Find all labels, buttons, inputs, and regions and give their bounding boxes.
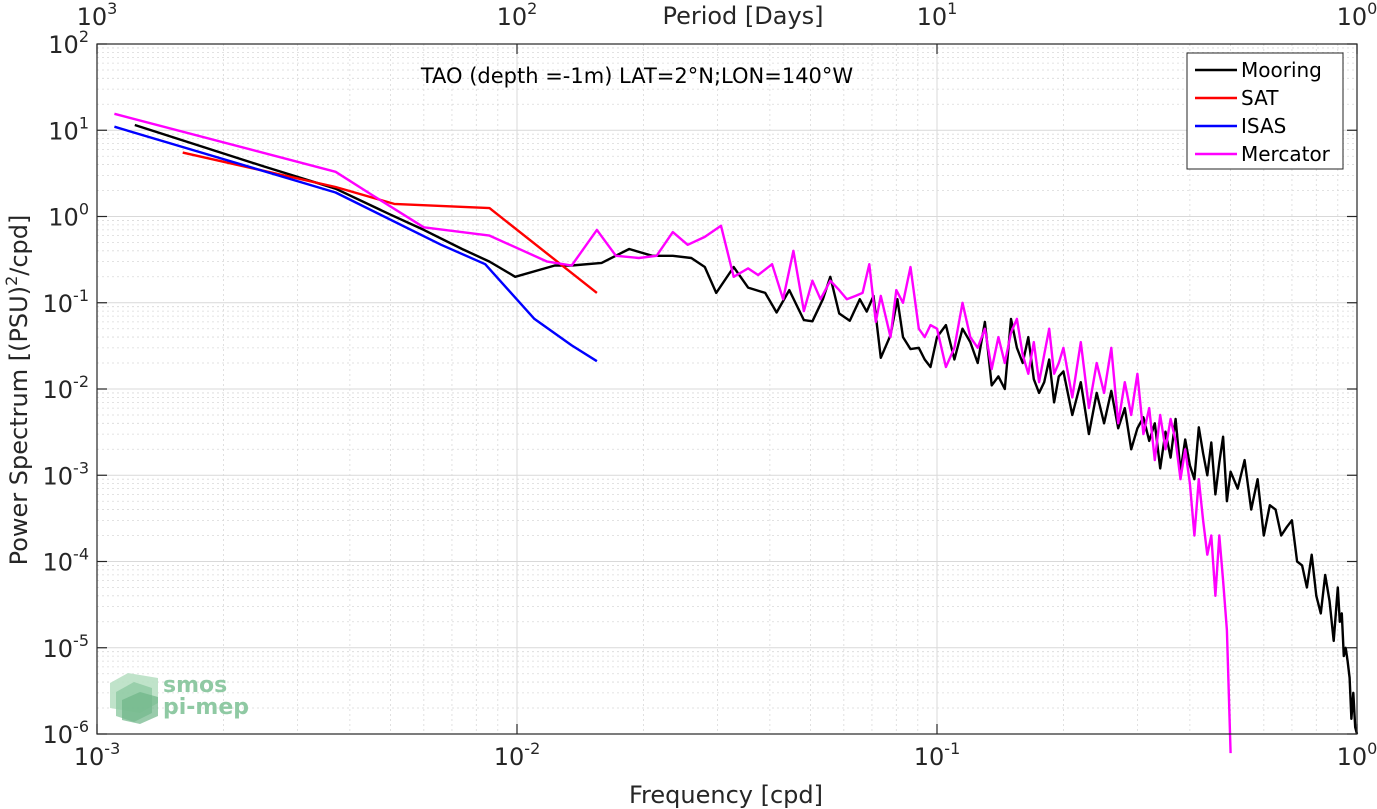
legend-label-isas: ISAS [1241,114,1286,138]
logo-mark-icon [110,673,158,724]
y-axis-label: Power Spectrum [(PSU)2/cpd] [2,215,33,566]
x-tick-label: 10-2 [494,739,541,771]
series-line-sat [182,151,598,294]
series-line-mooring [134,123,1359,735]
plot-title: TAO (depth =-1m) LAT=2°N;LON=140°W [420,64,854,88]
logo-text-smos: smos [163,673,227,698]
y-tick-label: 10-1 [43,286,90,318]
y-tick-label: 102 [48,27,89,59]
y-tick-label: 10-2 [43,372,90,404]
series-line-isas [114,125,598,363]
y-tick-label: 10-6 [43,717,90,749]
x-axis-label: Frequency [cpd] [629,781,823,809]
legend: Mooring SAT ISAS Mercator [1186,52,1344,170]
y-axis-label-sup: 2 [2,276,21,286]
x-tick-label: 10-3 [74,739,121,771]
series-line-mercator [114,112,1232,754]
y-tick-label: 101 [48,113,89,145]
top-axis-label: Period [Days] [662,2,823,30]
y-axis-label-tail: /cpd] [5,215,33,276]
logo-text-pi-mep: pi-mep [163,695,249,720]
ticks: 10-3 103 10-2 102 10-1 101 100 100 102 101 100 10-1… [43,0,1377,771]
legend-label-sat: SAT [1241,86,1279,110]
legend-label-mercator: Mercator [1241,142,1331,166]
grid [97,44,1357,734]
y-tick-label: 10-5 [43,631,90,663]
smos-pi-mep-logo: smos pi-mep [110,673,249,724]
top-tick-label: 103 [77,0,118,31]
x-tick-label: 100 [1337,739,1377,771]
y-tick-label: 10-3 [43,458,90,490]
y-tick-label: 10-4 [43,545,90,577]
series-lines [114,112,1359,754]
top-tick-label: 102 [497,0,538,31]
legend-label-mooring: Mooring [1241,58,1322,82]
x-tick-label: 10-1 [914,739,961,771]
top-tick-label: 101 [917,0,958,31]
y-tick-label: 100 [48,200,89,232]
legend-box [1186,52,1344,170]
top-tick-label: 100 [1337,0,1377,31]
y-axis-label-base: Power Spectrum [(PSU) [5,286,33,565]
